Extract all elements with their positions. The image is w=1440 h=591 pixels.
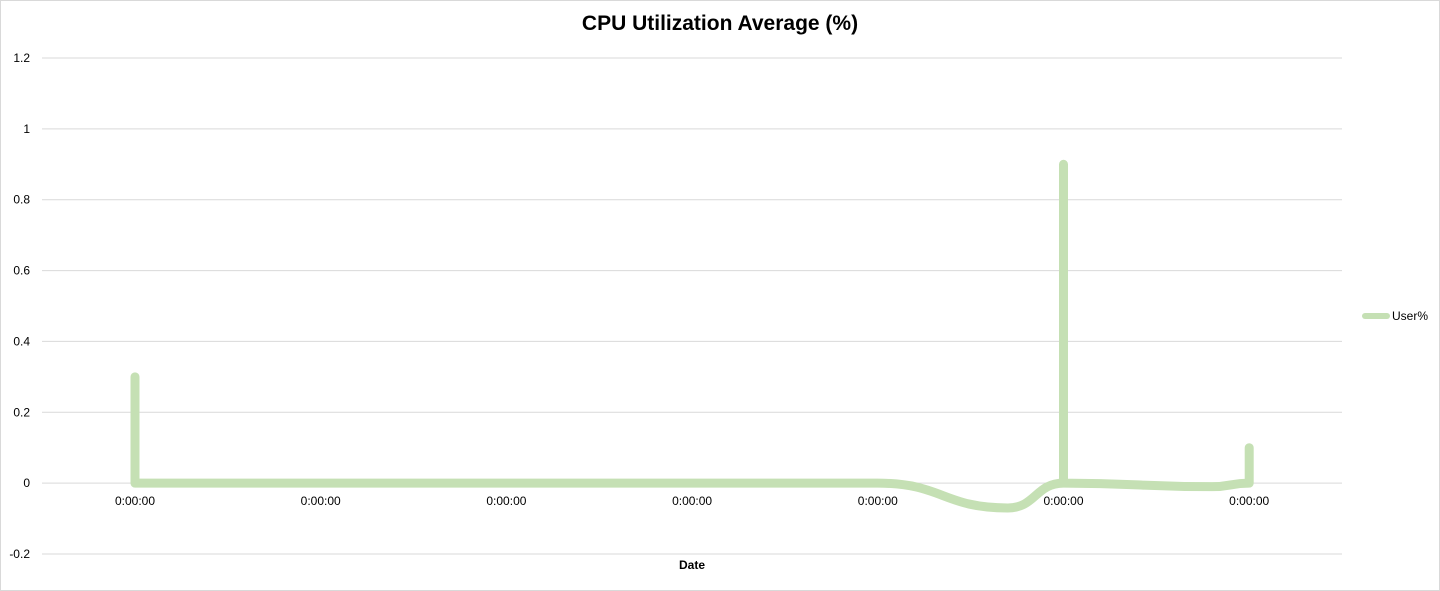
x-tick-label: 0:00:00 bbox=[672, 494, 712, 508]
x-axis-ticks: 0:00:00 0:00:00 0:00:00 0:00:00 0:00:00 0:00:… bbox=[115, 494, 1270, 508]
y-tick-label: 1 bbox=[23, 122, 30, 136]
y-tick-label: 1.2 bbox=[13, 51, 30, 65]
legend-label-user: User% bbox=[1392, 309, 1429, 323]
series-layer bbox=[130, 159, 1254, 513]
legend: User% bbox=[1362, 309, 1428, 323]
y-tick-label: 0 bbox=[23, 476, 30, 490]
y-axis-ticks: 1.2 1 0.8 0.6 0.4 0.2 0 -0.2 bbox=[9, 51, 30, 561]
x-tick-label: 0:00:00 bbox=[486, 494, 526, 508]
x-tick-label: 0:00:00 bbox=[1043, 494, 1083, 508]
y-tick-label: 0.6 bbox=[13, 264, 30, 278]
x-axis-title: Date bbox=[679, 558, 705, 572]
x-tick-label: 0:00:00 bbox=[301, 494, 341, 508]
x-tick-label: 0:00:00 bbox=[115, 494, 155, 508]
chart-title: CPU Utilization Average (%) bbox=[581, 12, 859, 35]
x-tick-label: 0:00:00 bbox=[858, 494, 898, 508]
x-tick-label: 0:00:00 bbox=[1229, 494, 1269, 508]
y-tick-label: 0.8 bbox=[13, 193, 30, 207]
series-line-user bbox=[130, 159, 1254, 513]
y-tick-label: -0.2 bbox=[9, 547, 30, 561]
legend-swatch-user bbox=[1362, 313, 1390, 319]
y-tick-label: 0.4 bbox=[13, 334, 30, 348]
y-tick-label: 0.2 bbox=[13, 405, 30, 419]
